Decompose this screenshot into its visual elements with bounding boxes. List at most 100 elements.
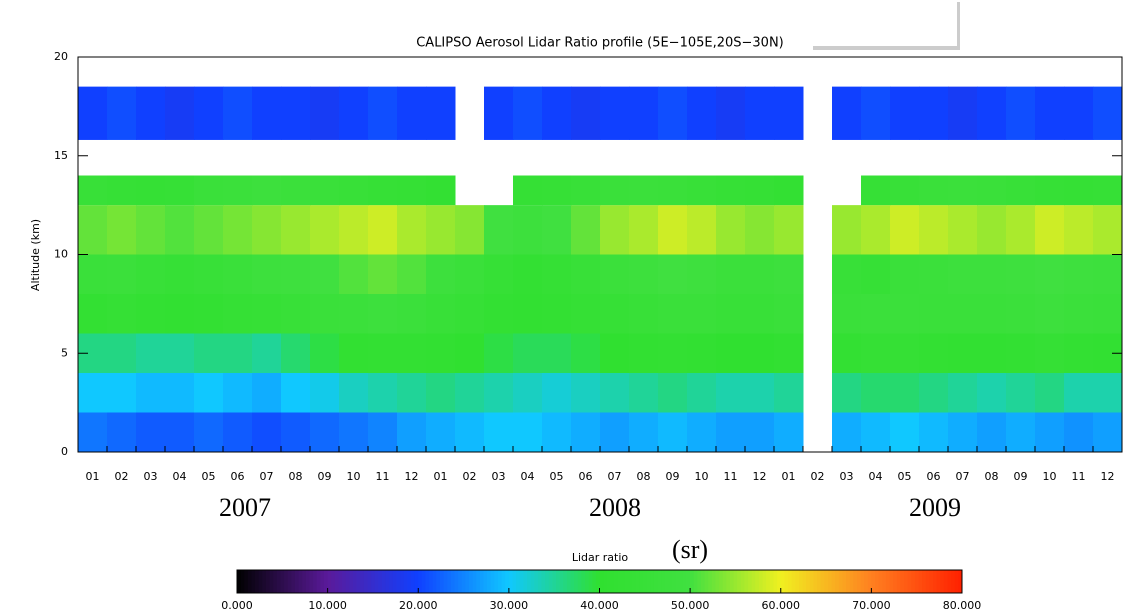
x-tick-label: 11 [724, 470, 738, 483]
x-tick-label: 02 [811, 470, 825, 483]
heat-cell [136, 175, 166, 206]
heat-cell [832, 294, 862, 334]
heat-cell [890, 373, 920, 413]
colorbar-swatch [407, 570, 412, 593]
heat-cell [281, 205, 311, 255]
colorbar-swatch [668, 570, 673, 593]
colorbar-swatch [635, 570, 640, 593]
heat-cell [542, 86, 572, 140]
heat-cell [919, 294, 949, 334]
colorbar-swatch [320, 570, 325, 593]
heat-cell [368, 373, 398, 413]
heat-cell [600, 254, 630, 294]
heat-cell [223, 86, 253, 140]
colorbar-swatch [501, 570, 506, 593]
colorbar-swatch [324, 570, 329, 593]
heat-cell [252, 205, 282, 255]
colorbar-swatch [595, 570, 600, 593]
heat-cell [78, 205, 108, 255]
colorbar-swatch [512, 570, 517, 593]
heat-cell [513, 86, 543, 140]
heat-cell [600, 86, 630, 140]
colorbar-swatch [247, 570, 252, 593]
colorbar-swatch [537, 570, 542, 593]
x-tick-label: 10 [1043, 470, 1057, 483]
colorbar-tick-label: 20.000 [399, 599, 438, 612]
x-tick-label: 01 [86, 470, 100, 483]
colorbar-swatch [798, 570, 803, 593]
colorbar-swatch [403, 570, 408, 593]
colorbar-tick-label: 60.000 [762, 599, 801, 612]
heat-cell [78, 373, 108, 413]
colorbar-swatch [628, 570, 633, 593]
heat-cell [919, 333, 949, 373]
colorbar-swatch [334, 570, 339, 593]
colorbar-swatch [632, 570, 637, 593]
colorbar-swatch [856, 570, 861, 593]
x-tick-label: 11 [376, 470, 390, 483]
heat-cell [1006, 333, 1036, 373]
colorbar-swatch [519, 570, 524, 593]
x-tick-label: 10 [347, 470, 361, 483]
heat-cell [774, 373, 804, 413]
colorbar-swatch [650, 570, 655, 593]
heat-cell [484, 294, 514, 334]
heat-cell [136, 205, 166, 255]
heat-cell [455, 254, 485, 294]
colorbar-swatch [331, 570, 336, 593]
heat-cell [774, 254, 804, 294]
colorbar-swatch [276, 570, 281, 593]
heat-cell [716, 294, 746, 334]
colorbar-swatch [755, 570, 760, 593]
colorbar-swatch [360, 570, 365, 593]
colorbar-swatch [947, 570, 952, 593]
heat-cell [1064, 373, 1094, 413]
colorbar-swatch [396, 570, 401, 593]
colorbar-tick-label: 50.000 [671, 599, 710, 612]
colorbar-swatch [653, 570, 658, 593]
heat-cell [658, 175, 688, 206]
year-label: 2007 [219, 493, 271, 522]
heat-cell [658, 294, 688, 334]
colorbar-swatch [664, 570, 669, 593]
colorbar-swatch [719, 570, 724, 593]
colorbar-swatch [639, 570, 644, 593]
heat-cell [165, 373, 195, 413]
colorbar-swatch [733, 570, 738, 593]
heat-cell [368, 412, 398, 452]
colorbar-swatch [936, 570, 941, 593]
colorbar-swatch [508, 570, 513, 593]
colorbar-swatch [483, 570, 488, 593]
x-tick-label: 07 [608, 470, 622, 483]
colorbar-swatch [577, 570, 582, 593]
colorbar-tick-label: 30.000 [490, 599, 529, 612]
heat-cell [513, 333, 543, 373]
colorbar-swatch [244, 570, 249, 593]
heat-cell [513, 254, 543, 294]
colorbar-swatch [831, 570, 836, 593]
heat-cell [252, 86, 282, 140]
heat-cell [397, 205, 427, 255]
heat-cell [716, 86, 746, 140]
heat-cell [948, 254, 978, 294]
heat-cell [281, 175, 311, 206]
heat-cell [1006, 294, 1036, 334]
heat-cell [977, 412, 1007, 452]
heat-cell [78, 412, 108, 452]
heat-cell [310, 254, 340, 294]
heat-cell [1006, 86, 1036, 140]
heat-cell [455, 205, 485, 255]
heat-cell [542, 294, 572, 334]
colorbar-swatch [516, 570, 521, 593]
colorbar-swatch [744, 570, 749, 593]
colorbar-swatch [606, 570, 611, 593]
heat-cell [745, 254, 775, 294]
heat-cell [339, 373, 369, 413]
heat-cell [78, 294, 108, 334]
heat-cell [629, 254, 659, 294]
colorbar-swatch [581, 570, 586, 593]
heat-cell [1006, 412, 1036, 452]
heat-cell [542, 412, 572, 452]
colorbar-swatch [552, 570, 557, 593]
heat-cell [107, 254, 137, 294]
